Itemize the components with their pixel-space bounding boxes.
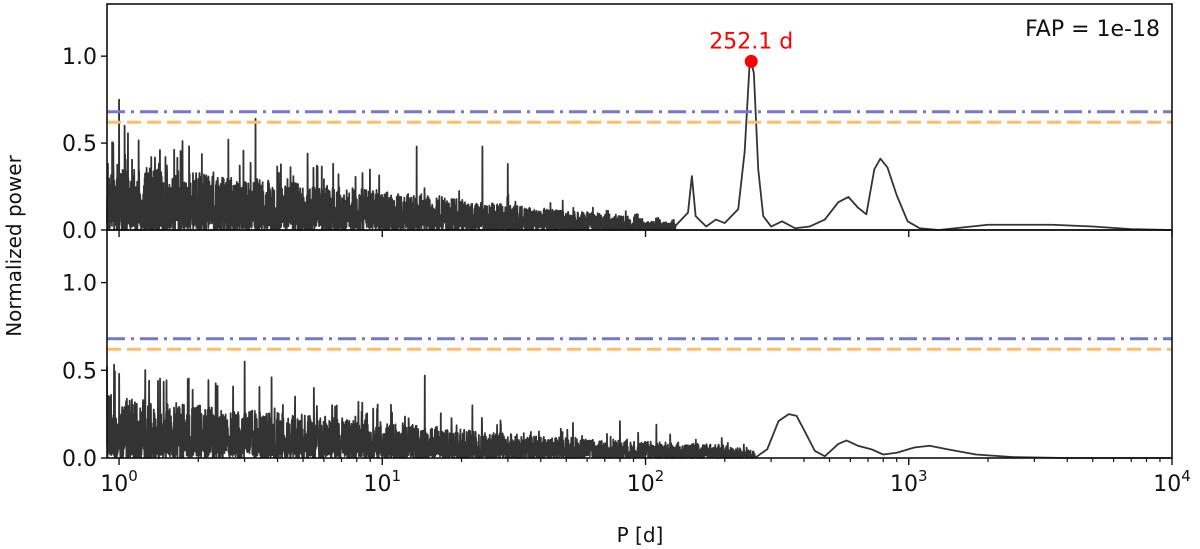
top-y-tick-label: 1.0: [62, 45, 97, 70]
bottom-panel-frame: [106, 229, 1173, 459]
bottom-threshold-lines: [107, 337, 1172, 351]
peak-marker: [744, 54, 758, 68]
top-y-ticks: 0.0 0.5 1.0: [62, 45, 107, 244]
bottom-periodogram-curve: [106, 360, 1172, 459]
top-y-tick-label: 0.0: [62, 219, 97, 244]
x-tick-label: 104: [1153, 467, 1191, 497]
bottom-power-line: [106, 360, 1172, 459]
bottom-y-tick-label: 0.0: [62, 447, 97, 472]
x-tick-label: 103: [890, 467, 928, 497]
top-y-tick-label: 0.5: [62, 132, 97, 157]
top-threshold-lines: [107, 110, 1172, 124]
x-tick-label: 101: [364, 467, 402, 497]
bottom-y-tick-label: 0.5: [62, 359, 97, 384]
x-tick-label: 100: [100, 467, 138, 497]
fap-label: FAP = 1e-18: [1025, 17, 1160, 42]
x-tick-label: 102: [627, 467, 665, 497]
top-periodogram-curve: [106, 60, 1173, 231]
y-axis-label: Normalized power: [2, 154, 26, 336]
top-panel: 252.1 d FAP = 1e-18 0.0 0.5 1.0: [62, 3, 1173, 244]
peak-annotation: 252.1 d: [709, 29, 793, 68]
x-axis-label: P [d]: [617, 523, 664, 547]
bottom-y-tick-label: 1.0: [62, 272, 97, 297]
bottom-y-ticks: 0.0 0.5 1.0: [62, 272, 107, 472]
bottom-panel: 0.0 0.5 1.0: [62, 229, 1173, 472]
peak-label: 252.1 d: [709, 29, 793, 54]
top-power-line: [106, 60, 1173, 231]
x-axis-ticks: 100 101 102 103 104: [100, 230, 1191, 497]
